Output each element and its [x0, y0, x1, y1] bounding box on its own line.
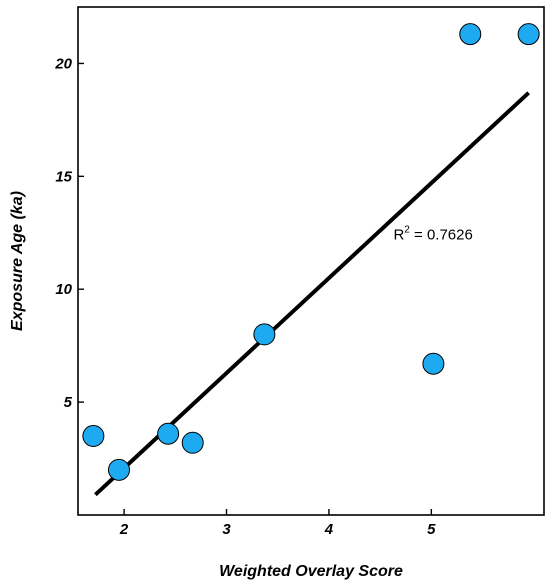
r-squared-superscript: 2 [404, 225, 410, 236]
x-axis-label: Weighted Overlay Score [219, 563, 403, 580]
data-point-4 [181, 431, 204, 454]
y-axis-label: Exposure Age (ka) [9, 191, 26, 331]
data-point-5 [253, 323, 276, 346]
data-point-2 [107, 458, 130, 481]
marks-layer [82, 23, 540, 497]
x-tick-label: 3 [222, 521, 231, 538]
y-tick-label: 5 [64, 394, 73, 411]
y-tick-label: 20 [54, 55, 72, 72]
r-squared-annotation: R2 = 0.7626 [393, 225, 472, 244]
plot-frame [77, 6, 545, 516]
data-point-3 [157, 422, 180, 445]
x-tick-label: 2 [119, 521, 129, 538]
data-point-7 [459, 23, 482, 46]
ticks-layer: 2 3 4 5 5 10 15 20 [54, 55, 436, 538]
x-tick-label: 5 [427, 521, 436, 538]
data-point-6 [422, 352, 445, 375]
r-squared-base: R [393, 227, 404, 244]
y-tick-label: 15 [55, 168, 72, 185]
data-point-1 [82, 424, 105, 447]
x-tick-label: 4 [324, 521, 334, 538]
r-squared-value: = 0.7626 [410, 227, 473, 244]
data-point-8 [517, 23, 540, 46]
y-tick-label: 10 [55, 281, 72, 298]
